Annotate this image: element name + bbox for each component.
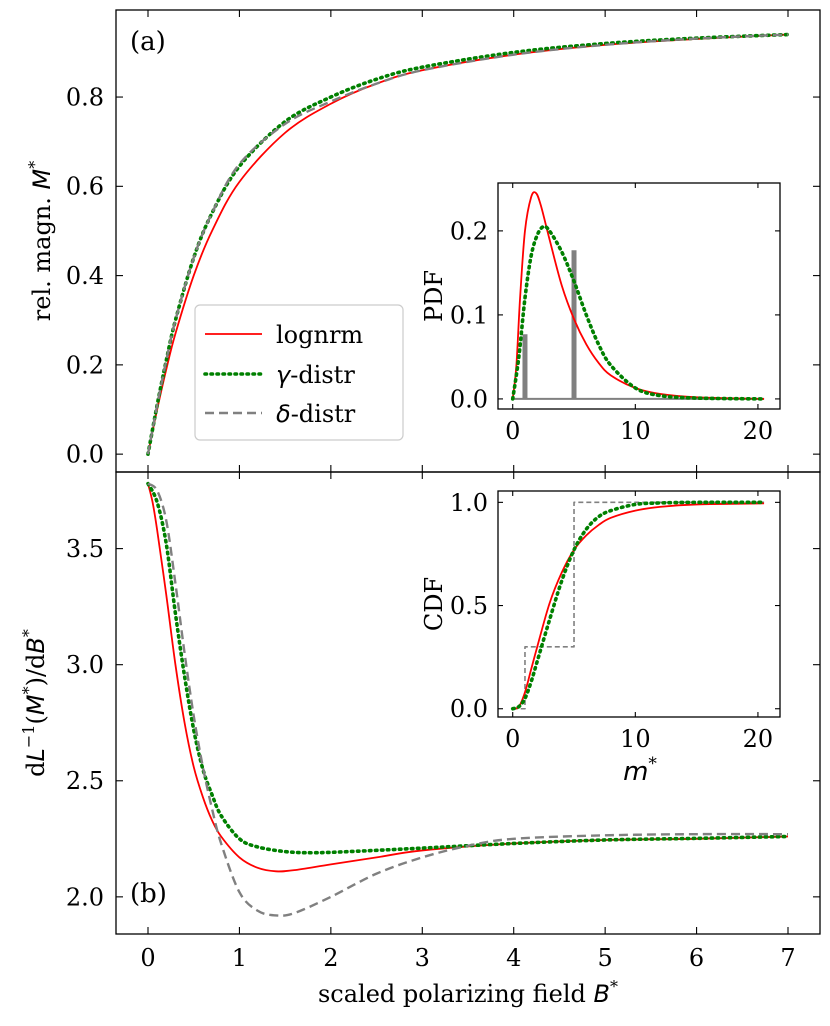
- ia-ytick-label: 0.0: [450, 385, 488, 413]
- pa-series-delta: [146, 33, 789, 455]
- pb-ytick-label: 2.5: [66, 767, 104, 795]
- legend-label-gamma: γ-distr: [276, 361, 355, 389]
- legend-box: [194, 304, 404, 441]
- panel-b: 0 1 2 3 4 5 6 7 2.0 2.5 3.0 3.5: [66, 472, 820, 972]
- legend-label-lognrm: lognrm: [276, 321, 363, 349]
- ib-xtick-label: 10: [620, 725, 651, 753]
- inset-cdf-xlabel: m*: [623, 754, 657, 787]
- inset-pdf-bg: [498, 183, 780, 409]
- pa-ytick-label: 0.0: [66, 441, 104, 469]
- ib-ytick-label: 0.5: [450, 592, 488, 620]
- legend-label-delta: δ-distr: [276, 400, 356, 428]
- inset-cdf-frame: [497, 490, 781, 718]
- panel-b-ylabel: dL−1(M*)/dB*: [19, 629, 50, 777]
- pb-xtick-label: 6: [689, 944, 704, 972]
- pb-xtick-label: 5: [598, 944, 613, 972]
- ia-xtick-label: 0: [505, 417, 520, 445]
- x-axis-label: scaled polarizing field B*: [318, 977, 618, 1008]
- ib-ytick-label: 0.0: [450, 695, 488, 723]
- ia-series-gamma: [510, 224, 766, 401]
- inset-pdf: 0.0 0.1 0.2 0 10 20: [450, 183, 780, 445]
- ia-xtick-label: 20: [743, 417, 774, 445]
- pb-xtick-label: 3: [415, 944, 430, 972]
- inset-pdf-frame: [497, 182, 781, 410]
- pb-ytick-label: 2.0: [66, 883, 104, 911]
- legend: lognrm γ-distr δ-distr: [194, 304, 404, 441]
- pb-xtick-label: 7: [780, 944, 795, 972]
- pb-xtick-label: 1: [232, 944, 247, 972]
- ia-xtick-label: 10: [620, 417, 651, 445]
- ib-xtick-label: 0: [505, 725, 520, 753]
- pb-ytick-label: 3.5: [66, 535, 104, 563]
- ib-series-delta: [512, 501, 765, 710]
- inset-pdf-ylabel: PDF: [420, 270, 448, 322]
- pb-series-delta: [147, 482, 789, 917]
- pb-xtick-label: 2: [323, 944, 338, 972]
- pa-ytick-label: 0.6: [66, 173, 104, 201]
- pb-xtick-label: 0: [140, 944, 155, 972]
- ib-ytick-label: 1.0: [450, 489, 488, 517]
- panel-b-frame: [115, 471, 821, 935]
- panel-a-ylabel: rel. magn. M*: [25, 161, 56, 321]
- panel-a-label: (a): [130, 27, 166, 57]
- panel-a: 0.0 0.2 0.4 0.6 0.8: [66, 10, 820, 472]
- pb-series-gamma: [146, 481, 790, 855]
- ia-ytick-label: 0.1: [450, 301, 488, 329]
- inset-cdf-ylabel: CDF: [420, 577, 448, 631]
- pa-ytick-label: 0.8: [66, 83, 104, 111]
- ib-xtick-label: 20: [743, 725, 774, 753]
- pa-ytick-label: 0.2: [66, 351, 104, 379]
- pb-xtick-label: 4: [506, 944, 521, 972]
- ib-series-gamma: [510, 500, 766, 711]
- ia-series-lognrm: [511, 191, 765, 400]
- ia-ytick-label: 0.2: [450, 217, 488, 245]
- pa-ytick-label: 0.4: [66, 262, 104, 290]
- inset-cdf: 0 10 20 0.0 0.5 1.0: [450, 489, 780, 753]
- pb-ytick-label: 3.0: [66, 651, 104, 679]
- panel-b-label: (b): [130, 879, 167, 909]
- inset-cdf-bg: [498, 491, 780, 717]
